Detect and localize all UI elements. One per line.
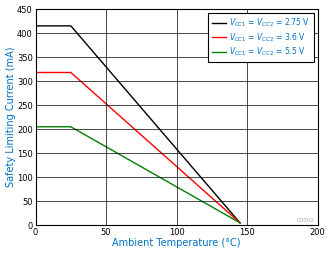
Text: C0002: C0002 xyxy=(297,218,315,223)
X-axis label: Ambient Temperature (°C): Ambient Temperature (°C) xyxy=(112,239,241,248)
Y-axis label: Safety Limiting Current (mA): Safety Limiting Current (mA) xyxy=(6,47,16,187)
Legend: $V_{CC1}$ = $V_{CC2}$ = 2.75 V, $V_{CC1}$ = $V_{CC2}$ = 3.6 V, $V_{CC1}$ = $V_{C: $V_{CC1}$ = $V_{CC2}$ = 2.75 V, $V_{CC1}… xyxy=(208,13,314,62)
